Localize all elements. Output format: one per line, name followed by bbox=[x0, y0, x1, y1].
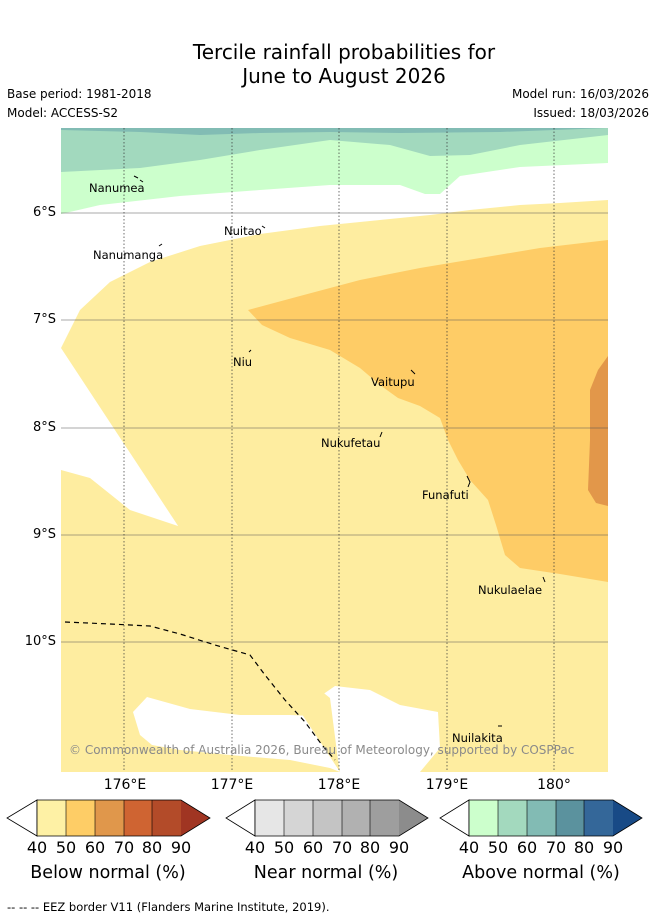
near-swatch-40 bbox=[255, 800, 284, 836]
above-tick-50: 50 bbox=[487, 838, 509, 857]
above-swatch-50 bbox=[498, 800, 527, 836]
place-vaitupu: Vaitupu bbox=[371, 375, 415, 389]
above-tick-40: 40 bbox=[458, 838, 480, 857]
lon-label-177e: 177°E bbox=[210, 777, 254, 793]
latitude-gridlines bbox=[61, 212, 608, 643]
place-nukufetau: Nukufetau bbox=[321, 436, 381, 450]
lat-label-6s: 6°S bbox=[32, 205, 56, 220]
below-swatch-60 bbox=[95, 800, 124, 836]
colorbar-below bbox=[6, 799, 211, 837]
above-tick-60: 60 bbox=[516, 838, 538, 857]
below-swatch-80 bbox=[152, 800, 181, 836]
lat-label-10s: 10°S bbox=[24, 634, 56, 649]
near-swatch-50 bbox=[284, 800, 313, 836]
lat-label-8s: 8°S bbox=[32, 420, 56, 435]
above-tick-90: 90 bbox=[602, 838, 624, 857]
above-swatch-60 bbox=[527, 800, 556, 836]
near-swatch-70 bbox=[342, 800, 370, 836]
place-nuilakita: Nuilakita bbox=[452, 731, 503, 745]
above-tick-80: 80 bbox=[573, 838, 595, 857]
lon-label-180: 180° bbox=[537, 777, 571, 793]
near-upper-arrow bbox=[399, 800, 428, 836]
colorbar-above bbox=[439, 799, 643, 837]
base-period: Base period: 1981-2018 bbox=[7, 87, 152, 101]
place-funafuti: Funafuti bbox=[422, 488, 469, 502]
above-swatch-80 bbox=[584, 800, 613, 836]
lon-label-176e: 176°E bbox=[103, 777, 147, 793]
above-swatch-70 bbox=[556, 800, 584, 836]
near-lower-arrow bbox=[225, 799, 256, 837]
near-tick-70: 70 bbox=[331, 838, 353, 857]
lat-label-9s: 9°S bbox=[32, 527, 56, 542]
eez-border bbox=[64, 621, 336, 761]
below-normal-70-area bbox=[588, 356, 608, 506]
near-tick-80: 80 bbox=[359, 838, 381, 857]
probability-contours bbox=[61, 128, 608, 772]
below-upper-arrow bbox=[181, 800, 210, 836]
near-tick-60: 60 bbox=[302, 838, 324, 857]
eez-legend-note: -- -- -- EEZ border V11 (Flanders Marine… bbox=[7, 900, 330, 914]
below-normal-60-area bbox=[248, 240, 608, 582]
below-tick-90: 90 bbox=[170, 838, 192, 857]
near-swatch-60 bbox=[313, 800, 342, 836]
colorbar-near bbox=[225, 799, 429, 837]
above-swatch-40 bbox=[469, 800, 498, 836]
above-tick-70: 70 bbox=[545, 838, 567, 857]
place-nuitao: Nuitao bbox=[224, 224, 262, 238]
near-tick-50: 50 bbox=[273, 838, 295, 857]
below-normal-title: Below normal (%) bbox=[30, 863, 186, 883]
place-niu: Niu bbox=[233, 355, 253, 369]
longitude-gridlines bbox=[123, 128, 555, 772]
map-title-line2: June to August 2026 bbox=[242, 64, 446, 88]
place-nanumea: Nanumea bbox=[89, 181, 145, 195]
lon-label-179e: 179°E bbox=[425, 777, 469, 793]
above-normal-70-area bbox=[61, 128, 608, 135]
issued-date: Issued: 18/03/2026 bbox=[533, 106, 649, 120]
below-tick-60: 60 bbox=[84, 838, 106, 857]
map-title-line1: Tercile rainfall probabilities for bbox=[192, 40, 496, 64]
below-swatch-40 bbox=[37, 800, 66, 836]
place-nanumanga: Nanumanga bbox=[93, 248, 164, 262]
copyright-notice: © Commonwealth of Australia 2026, Bureau… bbox=[69, 743, 575, 757]
above-upper-arrow bbox=[613, 800, 642, 836]
model-name: Model: ACCESS-S2 bbox=[7, 106, 119, 120]
near-normal-title: Near normal (%) bbox=[253, 863, 399, 883]
below-tick-80: 80 bbox=[141, 838, 163, 857]
place-nukulaelae: Nukulaelae bbox=[478, 583, 543, 597]
model-run: Model run: 16/03/2026 bbox=[511, 87, 649, 101]
below-lower-arrow bbox=[6, 799, 38, 837]
above-normal-title: Above normal (%) bbox=[462, 863, 620, 883]
above-normal-60-area bbox=[61, 128, 608, 172]
lat-label-7s: 7°S bbox=[32, 312, 56, 327]
below-swatch-70 bbox=[124, 800, 152, 836]
island-outlines bbox=[133, 175, 546, 727]
below-tick-70: 70 bbox=[113, 838, 135, 857]
above-lower-arrow bbox=[439, 799, 470, 837]
near-tick-90: 90 bbox=[388, 838, 410, 857]
near-tick-40: 40 bbox=[244, 838, 266, 857]
below-tick-40: 40 bbox=[26, 838, 48, 857]
near-swatch-80 bbox=[370, 800, 399, 836]
below-swatch-50 bbox=[66, 800, 95, 836]
below-tick-50: 50 bbox=[55, 838, 77, 857]
lon-label-178e: 178°E bbox=[317, 777, 361, 793]
